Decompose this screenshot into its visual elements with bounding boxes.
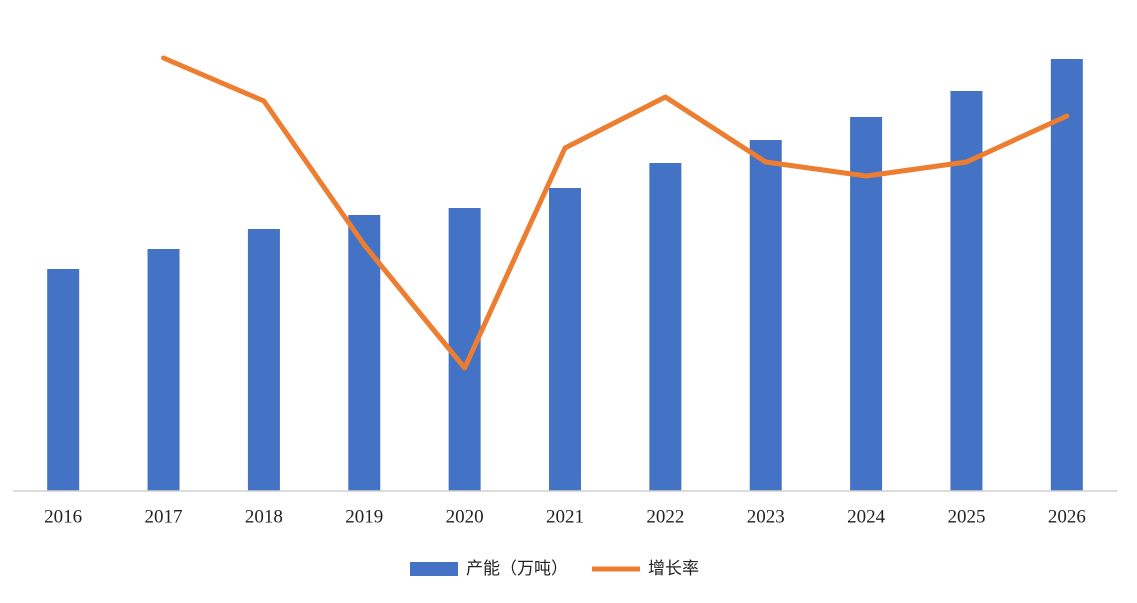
x-tick-label: 2021 — [546, 506, 584, 527]
bar — [448, 208, 481, 491]
bar — [649, 163, 682, 491]
legend-label: 增长率 — [648, 559, 699, 579]
x-tick-label: 2022 — [646, 506, 684, 527]
bar — [147, 249, 180, 491]
x-tick-label: 2017 — [145, 506, 183, 527]
bar — [549, 188, 581, 491]
bar — [950, 91, 983, 491]
x-tick-label: 2020 — [446, 506, 484, 527]
legend-label: 产能（万吨） — [466, 559, 568, 579]
x-tick-label: 2023 — [747, 506, 785, 527]
bar — [1050, 59, 1083, 491]
bar — [749, 140, 782, 491]
bar — [850, 117, 883, 491]
bar — [47, 269, 80, 491]
x-tick-label: 2016 — [44, 506, 82, 527]
line — [161, 55, 1070, 371]
x-tick-label: 2018 — [245, 506, 283, 527]
legend-swatch — [410, 562, 458, 576]
x-tick-label: 2025 — [947, 506, 985, 527]
x-tick-label: 2026 — [1048, 506, 1086, 527]
x-tick-label: 2019 — [345, 506, 383, 527]
x-tick-label: 2024 — [847, 506, 886, 527]
bar — [247, 229, 280, 491]
